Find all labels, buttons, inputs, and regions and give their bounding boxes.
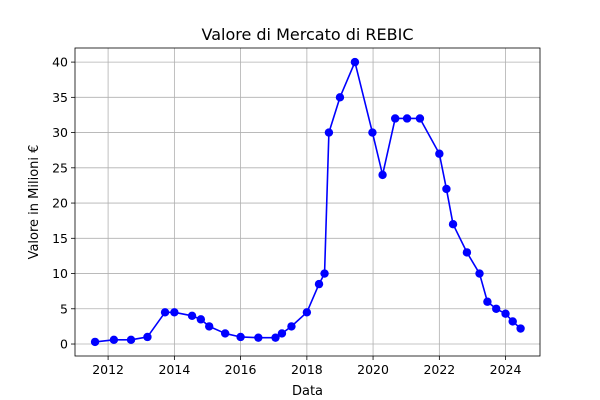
data-point xyxy=(271,333,280,342)
data-point xyxy=(324,128,334,137)
data-point xyxy=(196,315,206,324)
data-point xyxy=(492,304,501,313)
data-point xyxy=(236,332,245,342)
data-point xyxy=(90,337,100,347)
x-tick-label: 2018 xyxy=(291,362,323,377)
y-axis: 0 5 10 15 20 25 30 35 40 xyxy=(52,55,75,352)
plot-frame xyxy=(74,47,541,357)
data-point xyxy=(508,317,517,326)
y-tick-label: 30 xyxy=(52,125,68,140)
y-tick-label: 20 xyxy=(52,196,68,211)
x-axis-label: Data xyxy=(292,384,323,399)
y-axis-label: Valore in Milioni € xyxy=(27,145,42,260)
data-point xyxy=(402,114,412,123)
data-point xyxy=(448,220,458,229)
data-point xyxy=(314,279,324,289)
data-point xyxy=(254,333,263,342)
y-tick-label: 25 xyxy=(52,160,68,175)
data-point xyxy=(220,329,230,338)
y-tick-label: 10 xyxy=(52,266,68,281)
data-point xyxy=(475,269,484,278)
data-point xyxy=(109,335,119,344)
data-point xyxy=(442,184,451,194)
data-point xyxy=(378,170,387,180)
x-tick-label: 2014 xyxy=(158,362,190,377)
x-tick-label: 2020 xyxy=(357,362,389,377)
data-point xyxy=(187,311,197,321)
data-point xyxy=(335,93,345,102)
data-point xyxy=(143,332,152,342)
y-tick-label: 5 xyxy=(60,301,68,316)
y-tick-label: 15 xyxy=(52,231,68,246)
data-point xyxy=(390,114,400,123)
data-point xyxy=(350,57,360,67)
data-point xyxy=(170,308,179,317)
x-tick-label: 2024 xyxy=(490,362,522,377)
data-point xyxy=(415,114,425,123)
data-point xyxy=(368,128,377,137)
data-point xyxy=(483,297,492,306)
data-point xyxy=(160,308,170,317)
data-point xyxy=(516,324,525,333)
data-point xyxy=(435,149,444,158)
grid xyxy=(75,48,540,356)
data-point xyxy=(126,335,136,344)
series xyxy=(90,57,525,347)
x-tick-label: 2012 xyxy=(92,362,124,377)
chart-title: Valore di Mercato di REBIC xyxy=(202,25,414,44)
data-point xyxy=(287,322,296,331)
data-point xyxy=(205,322,214,331)
x-axis: 2012 2014 2016 2018 2020 2022 2024 xyxy=(92,356,521,377)
y-tick-label: 35 xyxy=(52,90,68,105)
x-tick-label: 2022 xyxy=(423,362,455,377)
data-point xyxy=(277,329,287,338)
y-tick-label: 0 xyxy=(60,337,68,352)
x-tick-label: 2016 xyxy=(225,362,257,377)
data-point xyxy=(320,269,329,278)
data-point xyxy=(501,309,510,318)
data-point xyxy=(462,248,472,257)
y-tick-label: 40 xyxy=(52,55,68,70)
data-point xyxy=(302,308,312,317)
